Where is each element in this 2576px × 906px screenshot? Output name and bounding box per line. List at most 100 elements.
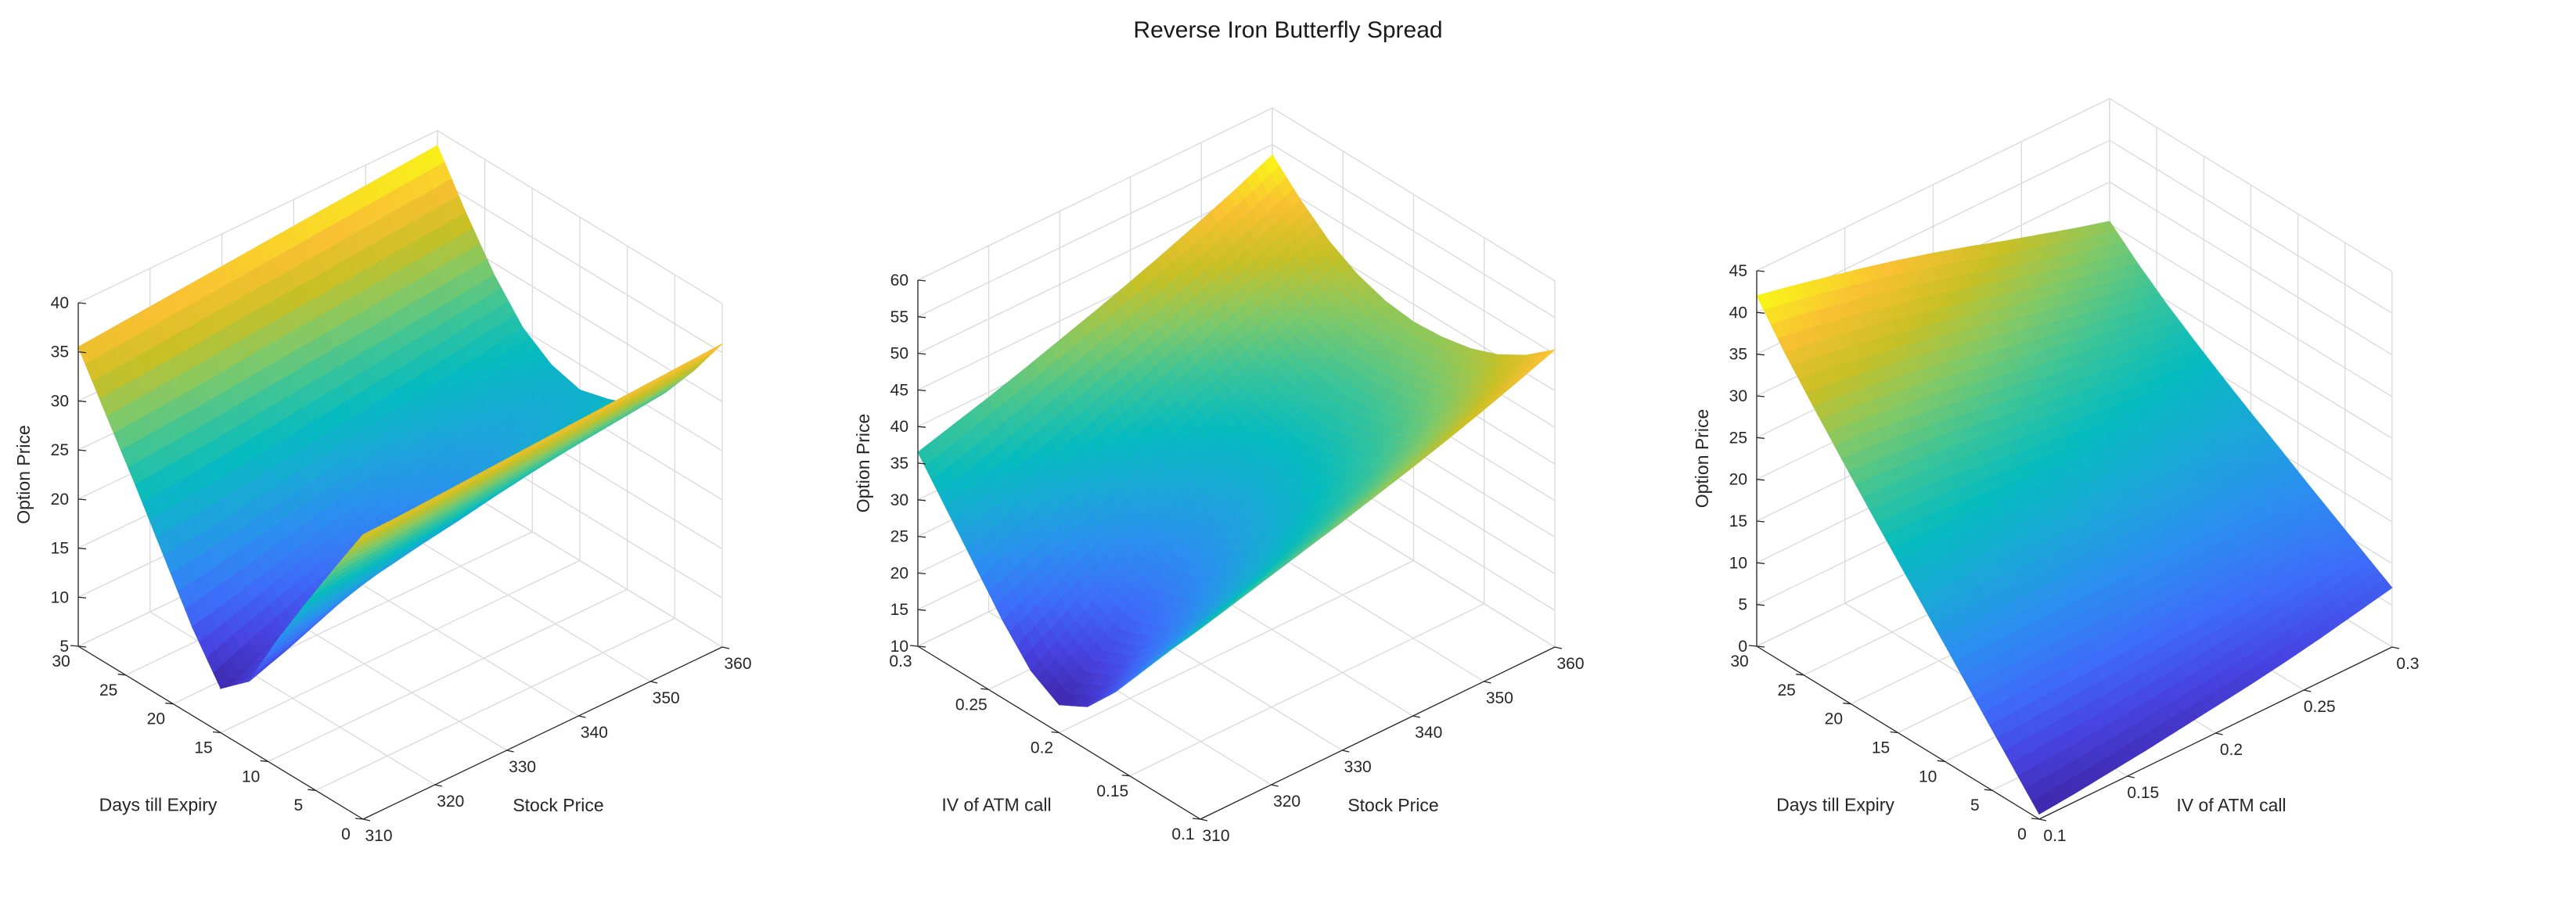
surface bbox=[77, 145, 723, 689]
x-tick-label: 10 bbox=[242, 768, 260, 786]
y-tick bbox=[721, 646, 730, 649]
x-tick bbox=[909, 645, 919, 647]
z-tick-label: 45 bbox=[890, 381, 908, 399]
y-tick bbox=[1271, 784, 1279, 787]
y-tick bbox=[434, 784, 442, 787]
y-tick bbox=[1484, 681, 1491, 684]
y-axis-line bbox=[1200, 646, 1556, 820]
x-tick-label: 20 bbox=[147, 710, 165, 728]
axes: 0510152025303103203303403503605101520253… bbox=[13, 294, 752, 845]
y-tick bbox=[578, 715, 586, 718]
x-axis-label: IV of ATM call bbox=[941, 795, 1051, 815]
surface-plot-iv-vs-stock[interactable]: 0.10.150.20.250.331032033034035036010152… bbox=[853, 107, 1585, 845]
z-axis-label: Option Price bbox=[853, 414, 873, 513]
y-tick bbox=[362, 818, 371, 822]
z-tick bbox=[917, 609, 926, 611]
y-tick-label: 340 bbox=[1415, 724, 1442, 742]
x-tick-label: 5 bbox=[1970, 796, 1980, 814]
x-tick bbox=[117, 674, 126, 676]
y-axis-label: Stock Price bbox=[1347, 795, 1438, 815]
surface-plot-days-vs-stock[interactable]: 0510152025303103203303403503605101520253… bbox=[13, 130, 752, 845]
y-tick bbox=[1200, 818, 1208, 822]
figure-title: Reverse Iron Butterfly Spread bbox=[1133, 17, 1443, 43]
z-tick-label: 20 bbox=[890, 564, 908, 582]
x-tick-label: 25 bbox=[99, 681, 117, 699]
x-tick-label: 0.2 bbox=[1031, 739, 1053, 757]
z-tick-label: 30 bbox=[890, 491, 908, 509]
z-tick-label: 35 bbox=[51, 343, 69, 361]
y-tick bbox=[1342, 750, 1350, 753]
x-tick-label: 20 bbox=[1825, 710, 1843, 728]
y-tick bbox=[1554, 646, 1563, 649]
x-tick-label: 0.1 bbox=[1171, 825, 1194, 843]
y-axis-line bbox=[362, 646, 723, 820]
x-tick-label: 0.25 bbox=[955, 696, 988, 714]
z-tick-label: 25 bbox=[890, 528, 908, 546]
y-tick-label: 340 bbox=[581, 724, 608, 742]
z-tick-label: 30 bbox=[51, 392, 69, 410]
z-tick-label: 10 bbox=[890, 638, 908, 656]
x-axis-label: Days till Expiry bbox=[99, 795, 218, 815]
z-tick bbox=[77, 302, 87, 304]
x-tick-label: 0 bbox=[341, 825, 351, 843]
z-tick bbox=[917, 499, 926, 502]
surface bbox=[1756, 221, 2393, 815]
z-tick bbox=[77, 596, 87, 599]
z-tick bbox=[77, 351, 87, 354]
y-tick-label: 0.2 bbox=[2220, 741, 2243, 759]
y-tick-label: 320 bbox=[1273, 793, 1301, 811]
surface-patch bbox=[355, 530, 372, 544]
z-tick-label: 40 bbox=[890, 418, 908, 436]
z-tick bbox=[917, 316, 926, 318]
x-tick-label: 15 bbox=[194, 739, 212, 757]
x-tick-label: 25 bbox=[1777, 681, 1795, 699]
y-tick-label: 310 bbox=[365, 827, 392, 845]
z-tick bbox=[77, 449, 87, 451]
x-tick bbox=[354, 818, 364, 820]
z-tick-label: 10 bbox=[51, 588, 69, 606]
y-tick bbox=[650, 681, 658, 684]
y-tick-label: 360 bbox=[724, 655, 751, 673]
surface-patch bbox=[706, 343, 723, 356]
x-tick-label: 0 bbox=[2017, 825, 2027, 843]
z-tick bbox=[917, 279, 926, 282]
y-tick-label: 320 bbox=[437, 793, 464, 811]
y-tick bbox=[2127, 775, 2135, 778]
x-tick bbox=[1748, 645, 1758, 647]
y-tick-label: 350 bbox=[1486, 689, 1513, 707]
x-tick-label: 5 bbox=[293, 796, 303, 814]
x-tick-label: 10 bbox=[1919, 768, 1937, 786]
z-tick bbox=[77, 547, 87, 550]
x-tick bbox=[308, 789, 316, 791]
y-axis-label: Stock Price bbox=[513, 795, 603, 815]
z-tick bbox=[917, 426, 926, 428]
z-tick-label: 60 bbox=[890, 271, 908, 289]
z-tick-label: 15 bbox=[51, 540, 69, 558]
x-tick-label: 15 bbox=[1872, 739, 1890, 757]
z-tick-label: 5 bbox=[59, 638, 69, 656]
z-tick-label: 15 bbox=[890, 601, 908, 619]
y-tick bbox=[2215, 732, 2223, 735]
z-tick-label: 25 bbox=[51, 441, 69, 459]
y-tick-label: 0.15 bbox=[2127, 784, 2159, 802]
z-axis-label: Option Price bbox=[13, 425, 34, 524]
y-tick bbox=[2038, 818, 2047, 822]
y-tick bbox=[506, 750, 514, 753]
z-tick-label: 35 bbox=[890, 455, 908, 473]
x-tick bbox=[260, 760, 268, 762]
y-tick-label: 330 bbox=[1344, 758, 1372, 776]
z-tick-label: 50 bbox=[890, 345, 908, 363]
y-tick-label: 330 bbox=[509, 758, 536, 776]
z-tick-label: 55 bbox=[890, 308, 908, 326]
y-tick-label: 350 bbox=[653, 689, 680, 707]
y-tick-label: 360 bbox=[1556, 655, 1584, 673]
z-tick-label: 40 bbox=[51, 294, 69, 312]
y-tick-label: 310 bbox=[1202, 827, 1229, 845]
grid-line-y bbox=[988, 246, 1272, 786]
x-tick bbox=[70, 645, 79, 647]
y-tick bbox=[1412, 715, 1420, 718]
y-tick-label: 0.1 bbox=[2043, 827, 2066, 845]
z-tick bbox=[77, 645, 87, 648]
surface-plot-days-vs-iv[interactable]: 0510152025300.10.150.20.250.305101520253… bbox=[1692, 98, 2419, 845]
